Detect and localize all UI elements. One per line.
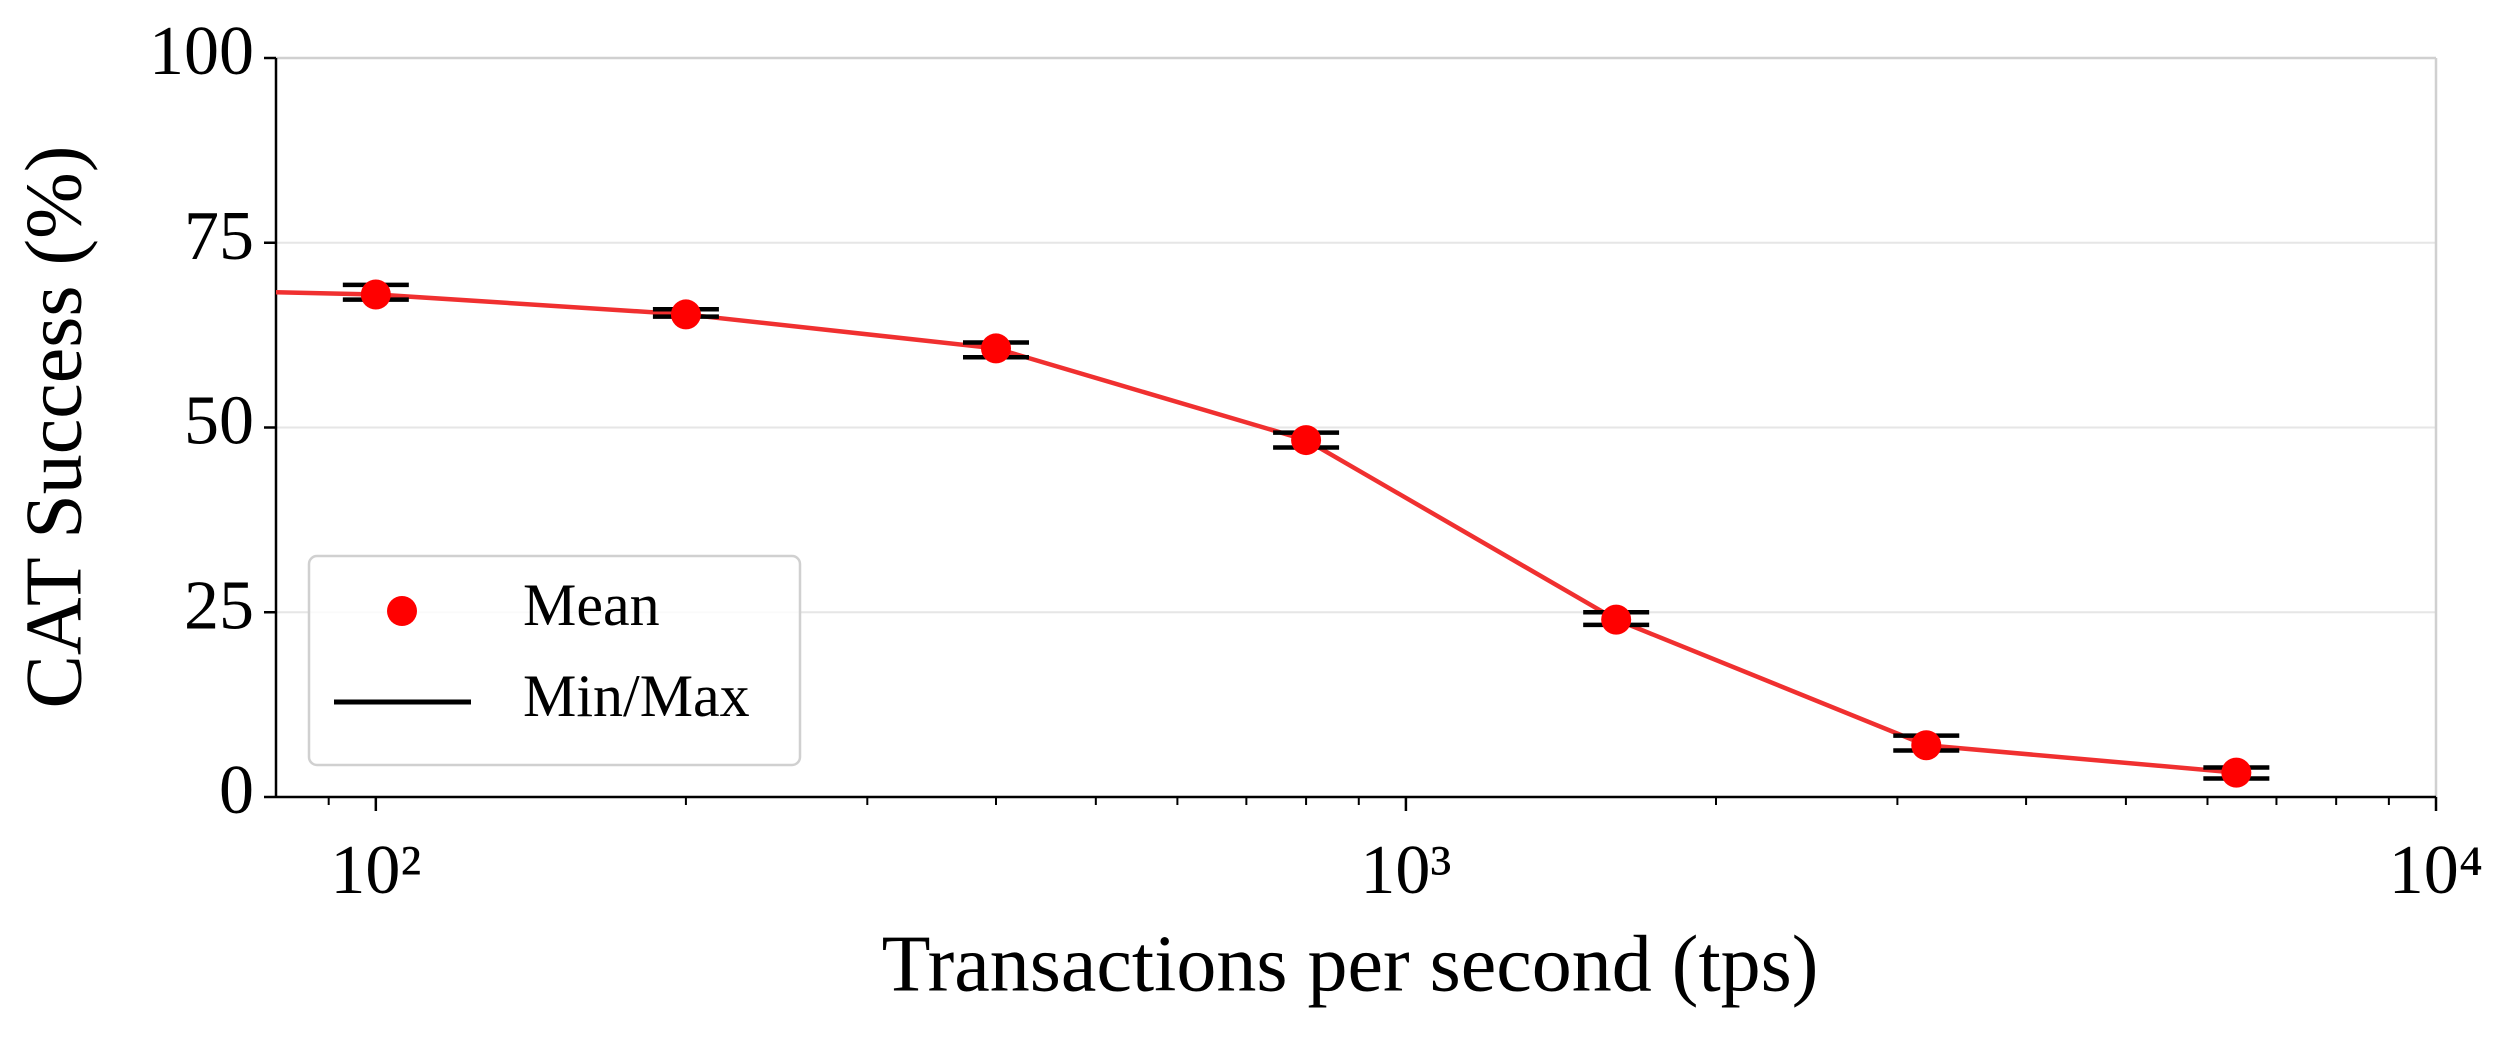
mean-marker bbox=[670, 299, 701, 330]
fit-line bbox=[275, 290, 2237, 775]
x-tick-label: 10² bbox=[330, 832, 421, 909]
mean-marker bbox=[2221, 757, 2252, 788]
mean-marker bbox=[1291, 425, 1322, 456]
y-tick-label: 50 bbox=[184, 383, 254, 460]
y-tick-label: 25 bbox=[184, 567, 254, 644]
x-tick-label: 10⁴ bbox=[2389, 832, 2483, 909]
y-tick-label: 75 bbox=[184, 198, 254, 275]
legend-box bbox=[307, 554, 802, 767]
mean-marker bbox=[1911, 730, 1942, 761]
x-axis-label: Transactions per second (tps) bbox=[882, 920, 1819, 1008]
legend-label: Mean bbox=[523, 572, 660, 638]
y-tick-label: 100 bbox=[149, 13, 254, 90]
x-tick-label: 10³ bbox=[1360, 832, 1451, 909]
mean-marker bbox=[1601, 604, 1632, 635]
mean-marker bbox=[981, 333, 1011, 364]
legend-marker bbox=[387, 596, 417, 626]
y-tick-label: 0 bbox=[219, 752, 254, 829]
y-axis-label: CAT Success (%) bbox=[10, 146, 98, 709]
mean-marker bbox=[360, 279, 391, 310]
legend-label: Min/Max bbox=[523, 663, 750, 729]
